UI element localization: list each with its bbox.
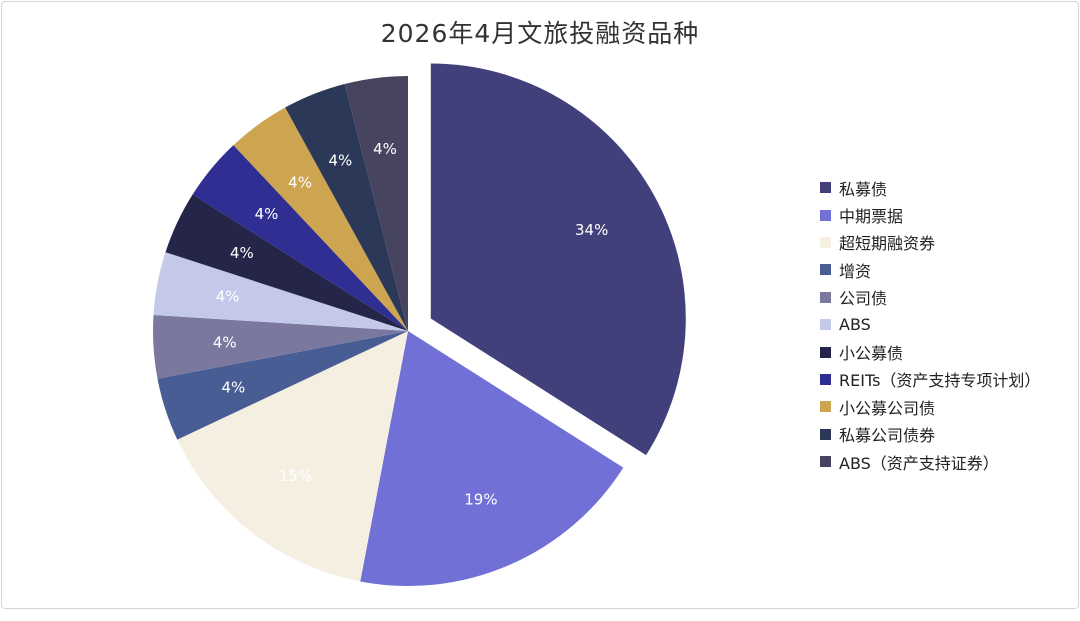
pie-slice-11 xyxy=(344,76,408,331)
legend-item-3: 超短期融资券 xyxy=(820,229,1040,256)
slice-label-10: 4% xyxy=(329,151,353,169)
legend-item-11: ABS（资产支持证券） xyxy=(820,448,1040,475)
chart-title: 2026年4月文旅投融资品种 xyxy=(380,19,700,48)
slice-label-9: 4% xyxy=(288,173,312,191)
slice-label-8: 4% xyxy=(255,205,279,223)
legend-item-8: REITs（资产支持专项计划） xyxy=(820,366,1040,393)
legend-item-1: 私募债 xyxy=(820,174,1040,201)
legend-swatch xyxy=(820,182,831,194)
pie-slice-8 xyxy=(192,145,408,331)
legend-item-5: 公司债 xyxy=(820,284,1040,311)
legend-swatch xyxy=(820,346,831,358)
legend-swatch xyxy=(820,236,831,248)
legend-swatch xyxy=(820,401,831,413)
slice-label-3: 15% xyxy=(279,467,312,485)
pie-slice-9 xyxy=(233,107,408,331)
legend-item-7: 小公募债 xyxy=(820,338,1040,365)
legend-swatch xyxy=(820,209,831,221)
slice-label-1: 34% xyxy=(575,221,608,239)
pie-slice-10 xyxy=(285,84,408,331)
legend-swatch xyxy=(820,319,831,331)
legend-label: REITs（资产支持专项计划） xyxy=(839,371,1041,391)
pie-slice-5 xyxy=(153,314,408,379)
legend-label: 私募债 xyxy=(839,179,888,199)
legend-label: 公司债 xyxy=(839,289,888,309)
chart-legend: 私募债中期票据超短期融资券 增资公司债 ABS 小公募债 REITs（资产支持专项计划）… xyxy=(820,174,1040,475)
pie-slice-3 xyxy=(177,331,408,582)
legend-swatch xyxy=(820,291,831,303)
slice-label-6: 4% xyxy=(216,288,240,306)
legend-label: 增资 xyxy=(839,261,872,281)
legend-item-10: 私募公司债券 xyxy=(820,421,1040,448)
legend-label: 超短期融资券 xyxy=(839,234,936,254)
pie-slice-6 xyxy=(153,252,408,331)
legend-label: 中期票据 xyxy=(839,207,904,227)
legend-swatch xyxy=(820,264,831,276)
legend-label: ABS（资产支持证券） xyxy=(839,453,999,473)
slice-label-4: 4% xyxy=(221,379,245,397)
legend-swatch xyxy=(820,373,831,385)
legend-item-9: 小公募公司债 xyxy=(820,393,1040,420)
legend-item-6: ABS xyxy=(820,311,1040,338)
legend-swatch xyxy=(820,428,831,440)
pie-slice-1 xyxy=(430,63,686,456)
legend-label: 小公募债 xyxy=(839,344,904,364)
slice-label-5: 4% xyxy=(213,334,237,352)
slice-label-2: 19% xyxy=(464,490,497,508)
legend-label: ABS xyxy=(839,315,871,335)
slice-label-7: 4% xyxy=(230,244,254,262)
legend-label: 小公募公司债 xyxy=(839,398,936,418)
legend-item-2: 中期票据 xyxy=(820,201,1040,228)
legend-swatch xyxy=(820,456,831,468)
legend-item-4: 增资 xyxy=(820,256,1040,283)
pie-slice-4 xyxy=(157,331,408,440)
pie-slice-7 xyxy=(165,194,408,331)
pie-slice-2 xyxy=(360,331,624,587)
slice-label-11: 4% xyxy=(373,140,397,158)
legend-label: 私募公司债券 xyxy=(839,426,936,446)
